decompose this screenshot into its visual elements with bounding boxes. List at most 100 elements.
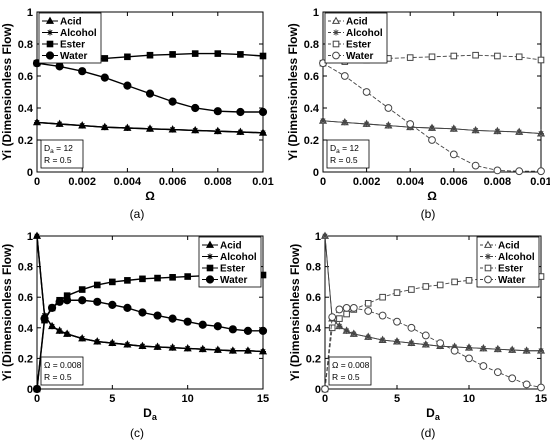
data-point [236, 107, 245, 117]
data-point [393, 289, 401, 296]
legend-item-acid: Acid [42, 17, 82, 28]
data-point [34, 119, 40, 126]
data-point [428, 53, 436, 61]
data-point [55, 297, 64, 306]
legend-item-alcohol: Alcohol [328, 28, 383, 39]
legend-item-ester: Ester [480, 264, 523, 275]
data-point [258, 326, 268, 335]
data-point [538, 130, 544, 137]
data-point [472, 127, 479, 134]
annotation-box [328, 356, 372, 386]
legend-label: Acid [498, 241, 520, 252]
data-point [343, 327, 350, 334]
x-tick-label: 15 [535, 393, 547, 405]
legend-marker-icon [205, 240, 215, 248]
data-point [384, 104, 393, 112]
data-point [494, 346, 501, 353]
data-point [78, 286, 86, 293]
x-tick-label: 0.002 [68, 176, 96, 188]
y-axis-title: Yi (Dimensionless Flow) [288, 244, 302, 382]
y-tick-label: 0.4 [306, 323, 322, 335]
series-alcohol [34, 233, 266, 355]
panel-label-c: (c) [130, 426, 144, 440]
x-tick-label: 0.008 [484, 176, 512, 188]
legend-label: Water [60, 51, 88, 62]
y-tick-label: 0.6 [18, 71, 33, 83]
series-alcohol [320, 117, 544, 137]
data-point [479, 362, 488, 370]
data-point [237, 129, 244, 135]
data-point [321, 385, 329, 393]
data-point [153, 311, 162, 320]
data-point [237, 51, 244, 58]
x-axis-title: Ω [145, 189, 155, 203]
legend-label: Alcohol [220, 252, 257, 263]
y-tick-label: 0.6 [18, 292, 33, 304]
data-point [422, 283, 430, 290]
data-point [139, 275, 146, 283]
data-point [123, 303, 132, 313]
data-point [260, 129, 266, 136]
data-point [191, 50, 199, 57]
data-point [350, 330, 357, 337]
y-tick-label: 0 [27, 384, 33, 396]
data-point [32, 384, 42, 394]
data-point [100, 73, 109, 82]
data-point [139, 343, 146, 350]
data-point [362, 88, 371, 96]
x-axis-title: Ω [427, 189, 437, 203]
data-point [523, 347, 530, 354]
data-point [63, 296, 72, 305]
y-tick-label: 0.2 [18, 353, 33, 365]
legend-item-ester: Ester [42, 40, 85, 51]
data-point [340, 72, 349, 80]
data-point [363, 121, 370, 127]
legend-marker-icon [206, 264, 214, 272]
data-point [260, 348, 266, 355]
legend-item-ester: Ester [202, 264, 245, 275]
series-alcohol [34, 119, 266, 136]
y-tick-label: 0.4 [18, 323, 34, 335]
data-point [78, 296, 87, 305]
data-point [515, 167, 524, 176]
data-point [228, 325, 237, 334]
data-point [472, 51, 479, 59]
legend-label: Acid [346, 17, 368, 28]
legend-marker-icon [45, 51, 55, 60]
annotation-box [40, 139, 84, 169]
data-point [124, 125, 131, 131]
x-tick-label: 0.006 [159, 176, 187, 188]
data-point [124, 277, 131, 284]
data-point [451, 278, 458, 286]
y-tick-label: 0.2 [304, 135, 319, 147]
data-point [108, 300, 117, 309]
x-tick-label: 5 [109, 393, 115, 405]
data-point [40, 314, 49, 323]
data-point [493, 368, 502, 377]
legend-label: Alcohol [498, 252, 535, 263]
data-point [328, 313, 337, 321]
legend-label: Water [498, 275, 526, 286]
data-point [56, 327, 63, 334]
series-water [32, 59, 268, 117]
series-water [319, 59, 545, 176]
data-point [192, 127, 199, 134]
legend-label: Water [220, 275, 248, 286]
data-point [449, 150, 458, 159]
data-point [55, 62, 64, 71]
data-point [336, 315, 343, 322]
x-tick-label: 0 [34, 393, 40, 405]
data-point [408, 286, 415, 293]
annotation: Ω = 0.008 R = 0.5 [328, 356, 372, 386]
legend-item-alcohol: Alcohol [42, 28, 97, 39]
x-axis-title: Da [426, 406, 441, 422]
data-point [450, 125, 457, 132]
data-point [508, 374, 517, 383]
chart-panel-d: 0 5 10 15 0 0.2 0.4 0.6 0.8 1 Da Yi (Dimensionless … [288, 231, 547, 422]
legend-marker-icon [205, 275, 215, 284]
data-point [244, 347, 251, 354]
data-point [537, 56, 545, 64]
